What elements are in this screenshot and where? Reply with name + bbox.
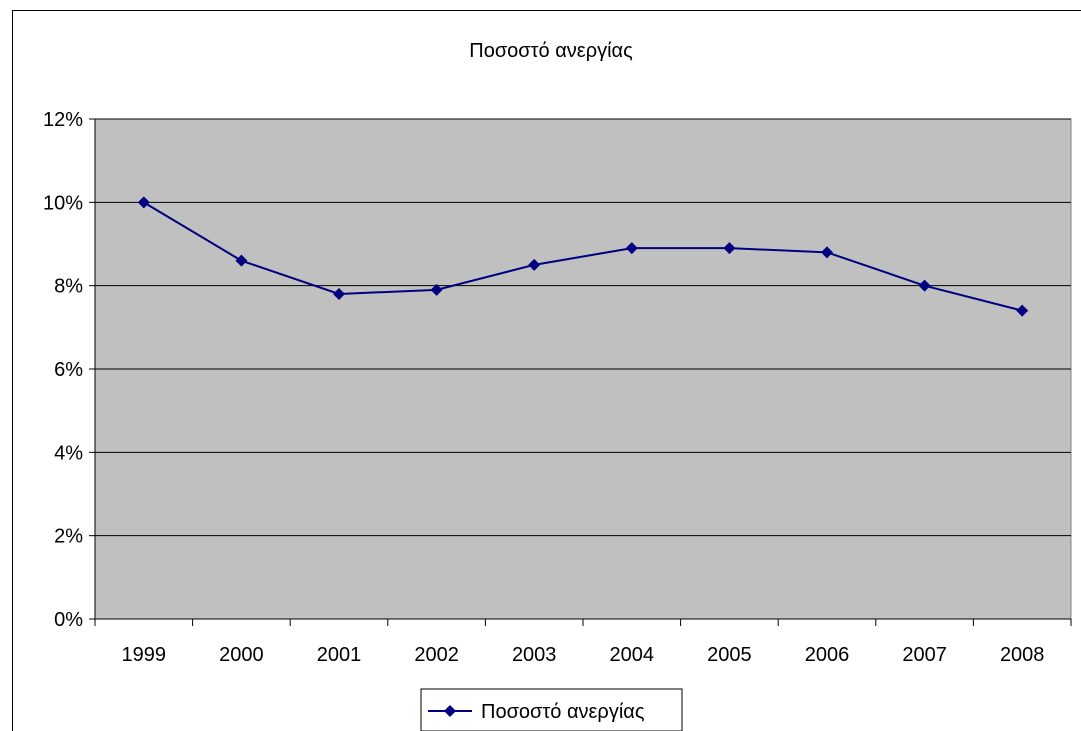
x-tick-label: 2001 <box>317 644 362 666</box>
data-point-marker <box>821 246 833 259</box>
data-point-marker <box>625 242 638 255</box>
data-point-marker <box>430 283 443 296</box>
x-tick-label: 2004 <box>610 644 655 666</box>
legend: Ποσοστό ανεργίας <box>420 688 683 731</box>
data-point-marker <box>1016 304 1029 317</box>
series-layer <box>137 196 1029 317</box>
x-axis: 1999 2000 2001 2002 2003 2004 2005 2006 2007 2008 <box>94 618 1072 666</box>
data-point-marker <box>918 279 931 292</box>
data-point-marker <box>137 196 150 209</box>
y-tick-label: 10% <box>43 192 83 214</box>
legend-marker <box>444 705 456 717</box>
data-point-marker <box>333 288 345 300</box>
data-point-marker <box>235 254 248 267</box>
y-tick-label: 4% <box>54 442 83 464</box>
chart-title: Ποσοστό ανεργίας <box>469 40 633 62</box>
y-tick-label: 0% <box>54 609 83 631</box>
y-tick-label: 6% <box>54 359 83 381</box>
x-tick-label: 2007 <box>902 644 947 666</box>
data-point-marker <box>723 242 736 255</box>
legend-label: Ποσοστό ανεργίας <box>481 701 645 723</box>
y-tick-label: 2% <box>54 526 83 548</box>
y-tick-label: 12% <box>43 109 83 131</box>
x-tick-label: 2006 <box>805 644 850 666</box>
data-point-marker <box>528 258 541 271</box>
x-tick-label: 2000 <box>219 644 264 666</box>
y-axis: 0% 2% 4% 6% 8% 10% 12% <box>43 109 96 631</box>
x-tick-label: 2008 <box>1000 644 1045 666</box>
series-line <box>143 201 1023 312</box>
y-tick-label: 8% <box>54 276 83 298</box>
gridlines <box>95 118 1071 537</box>
x-tick-label: 2005 <box>707 644 752 666</box>
x-tick-label: 2002 <box>414 644 459 666</box>
x-tick-label: 1999 <box>122 644 167 666</box>
x-tick-label: 2003 <box>512 644 557 666</box>
chart-frame <box>12 10 1081 731</box>
